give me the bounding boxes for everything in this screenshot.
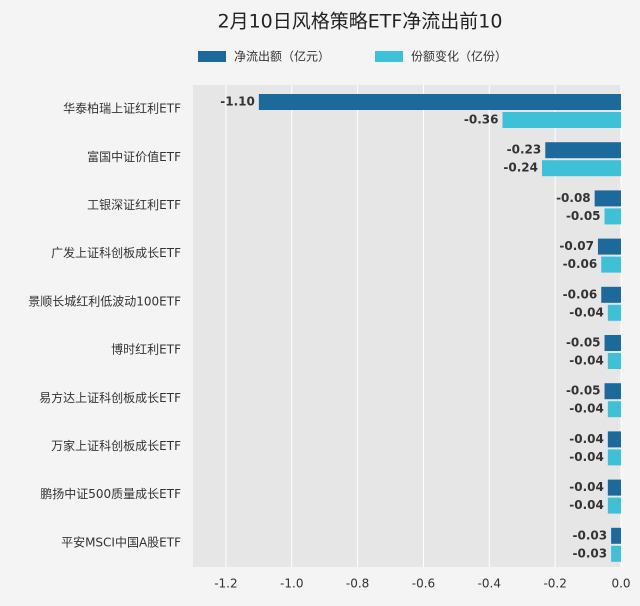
value-label: -0.08 [556,191,591,205]
y-tick-label: 易方达上证科创板成长ETF [39,390,181,405]
x-tick-label: -1.2 [214,577,237,591]
value-label: -0.04 [569,498,604,512]
bar [545,142,621,159]
x-tick-label: -0.2 [543,577,566,591]
value-label: -0.06 [563,257,598,271]
bar [258,94,621,110]
chart-title: 2月10日风格策略ETF净流出前10 [218,11,503,33]
bar [597,238,621,255]
value-label: -0.03 [573,528,608,542]
bar [541,160,621,177]
value-label: -0.24 [503,161,538,175]
bar [607,401,621,418]
value-label: -0.03 [573,546,608,560]
value-label: -0.04 [569,305,604,319]
bar [604,208,621,225]
y-tick-label: 华泰柏瑞上证红利ETF [63,101,181,116]
x-tick-label: -0.8 [346,577,369,591]
y-tick-label: 工银深证红利ETF [87,197,181,212]
x-tick-label: 0.0 [611,577,630,591]
bar [607,304,621,321]
y-tick-label: 平安MSCI中国A股ETF [61,534,181,549]
y-tick-label: 景顺长城红利低波动100ETF [28,293,181,308]
legend-label: 净流出额（亿元） [234,49,330,64]
value-label: -0.04 [569,480,604,494]
legend-label: 份额变化（亿份） [411,49,507,64]
bar [607,449,621,466]
bar [607,431,621,448]
value-label: -0.04 [569,402,604,416]
value-label: -0.23 [507,143,542,157]
y-tick-label: 广发上证科创板成长ETF [51,245,181,260]
bar [607,479,621,496]
bar [604,335,621,351]
bar [604,383,621,400]
bar [607,353,621,369]
bar [611,545,621,562]
x-tick-label: -0.6 [412,577,435,591]
y-tick-label: 鹏扬中证500质量成长ETF [40,486,181,501]
x-tick-label: -1.0 [280,577,303,591]
value-label: -0.07 [559,239,594,253]
legend-swatch [375,51,403,62]
y-tick-label: 富国中证价值ETF [87,149,181,164]
bar [607,497,621,514]
bar [611,527,621,544]
value-label: -0.04 [569,450,604,464]
legend-swatch [198,51,226,62]
bar [594,190,621,207]
y-tick-label: 博时红利ETF [111,342,181,357]
value-label: -1.10 [220,95,255,109]
value-label: -0.04 [569,432,604,446]
value-label: -0.05 [566,336,601,350]
value-label: -0.06 [563,287,598,301]
x-tick-label: -0.4 [478,577,501,591]
y-tick-label: 万家上证科创板成长ETF [51,438,181,453]
bar [601,256,621,273]
value-label: -0.05 [566,384,601,398]
value-label: -0.04 [569,354,604,368]
bar [601,286,621,303]
bar [502,112,621,128]
value-label: -0.05 [566,209,601,223]
value-label: -0.36 [464,113,499,127]
